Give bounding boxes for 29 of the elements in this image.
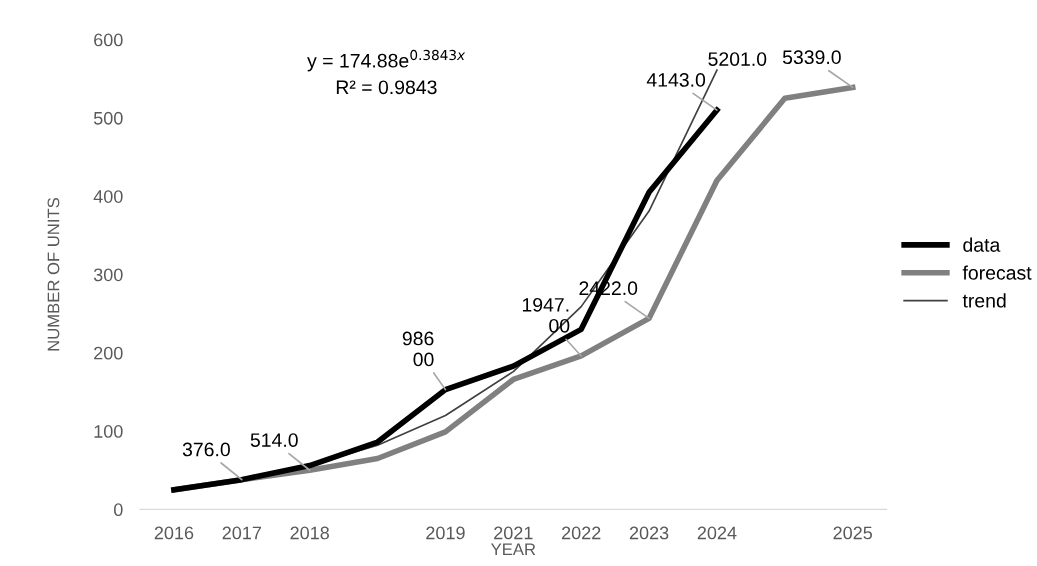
y-tick-label: 200 <box>94 346 123 360</box>
y-tick-label: 400 <box>93 190 123 203</box>
annotation: y = 174.88e$^{0.3843x}$ <box>307 49 466 72</box>
x-tick-label: 2025 <box>833 526 873 540</box>
x-tick-label: 2019 <box>426 526 465 540</box>
x-tick-label: 2023 <box>629 526 669 540</box>
y-tick-label: 100 <box>94 425 123 438</box>
legend-label: forecast <box>962 265 1032 280</box>
annotation: 514.0 <box>250 433 298 447</box>
annotation: R² = 0.9843 <box>336 80 437 95</box>
annotation: 5339.0 <box>782 50 841 65</box>
annotation: 5201.0 <box>708 52 767 66</box>
y-tick-label: 300 <box>93 268 123 282</box>
legend-label: data <box>963 237 1001 252</box>
x-tick-label: 2021 <box>494 526 533 540</box>
y-tick-label: 600 <box>94 33 123 47</box>
y-tick-label: 0 <box>113 503 123 517</box>
x-tick-label: 2016 <box>154 526 194 540</box>
legend-label: trend <box>962 293 1006 308</box>
x-tick-label: 2018 <box>290 526 329 540</box>
annotation: 986 00 <box>402 331 434 367</box>
x-tick-label: 2022 <box>562 526 601 540</box>
y-tick-label: 500 <box>93 111 123 125</box>
x-axis-title: YEAR <box>490 543 536 555</box>
x-tick-label: 2024 <box>697 526 737 540</box>
y-axis-title: NUMBER OF UNITS <box>47 197 60 351</box>
annotation: 4143.0 <box>646 73 706 87</box>
annotation: 376.0 <box>182 442 230 457</box>
x-tick-label: 2017 <box>222 526 261 540</box>
